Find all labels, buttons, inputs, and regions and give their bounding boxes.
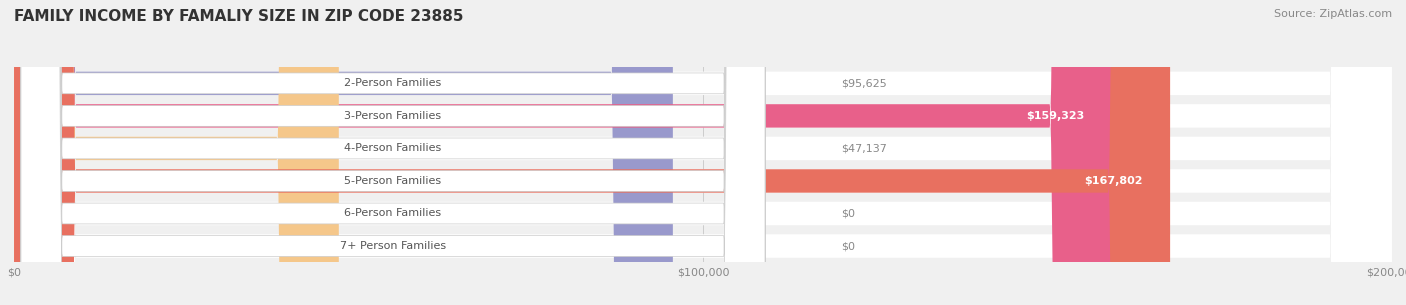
Text: $0: $0: [841, 241, 855, 251]
FancyBboxPatch shape: [21, 0, 765, 305]
Text: 3-Person Families: 3-Person Families: [344, 111, 441, 121]
FancyBboxPatch shape: [14, 0, 1392, 305]
Text: 5-Person Families: 5-Person Families: [344, 176, 441, 186]
FancyBboxPatch shape: [14, 0, 1112, 305]
Text: 2-Person Families: 2-Person Families: [344, 78, 441, 88]
Text: 7+ Person Families: 7+ Person Families: [340, 241, 446, 251]
FancyBboxPatch shape: [14, 0, 673, 305]
Text: 6-Person Families: 6-Person Families: [344, 209, 441, 218]
Text: FAMILY INCOME BY FAMALIY SIZE IN ZIP CODE 23885: FAMILY INCOME BY FAMALIY SIZE IN ZIP COD…: [14, 9, 464, 24]
Text: 4-Person Families: 4-Person Families: [344, 143, 441, 153]
FancyBboxPatch shape: [14, 0, 1392, 305]
Text: $95,625: $95,625: [841, 78, 887, 88]
FancyBboxPatch shape: [21, 0, 765, 305]
FancyBboxPatch shape: [14, 0, 1392, 305]
FancyBboxPatch shape: [14, 0, 1170, 305]
Text: $47,137: $47,137: [841, 143, 887, 153]
FancyBboxPatch shape: [21, 0, 765, 305]
FancyBboxPatch shape: [14, 0, 1392, 305]
Text: $159,323: $159,323: [1026, 111, 1084, 121]
FancyBboxPatch shape: [21, 0, 765, 305]
FancyBboxPatch shape: [14, 0, 1392, 305]
FancyBboxPatch shape: [14, 0, 1392, 305]
FancyBboxPatch shape: [21, 0, 765, 305]
FancyBboxPatch shape: [14, 0, 339, 305]
Text: $167,802: $167,802: [1084, 176, 1143, 186]
Text: $0: $0: [841, 209, 855, 218]
Text: Source: ZipAtlas.com: Source: ZipAtlas.com: [1274, 9, 1392, 19]
FancyBboxPatch shape: [21, 0, 765, 305]
